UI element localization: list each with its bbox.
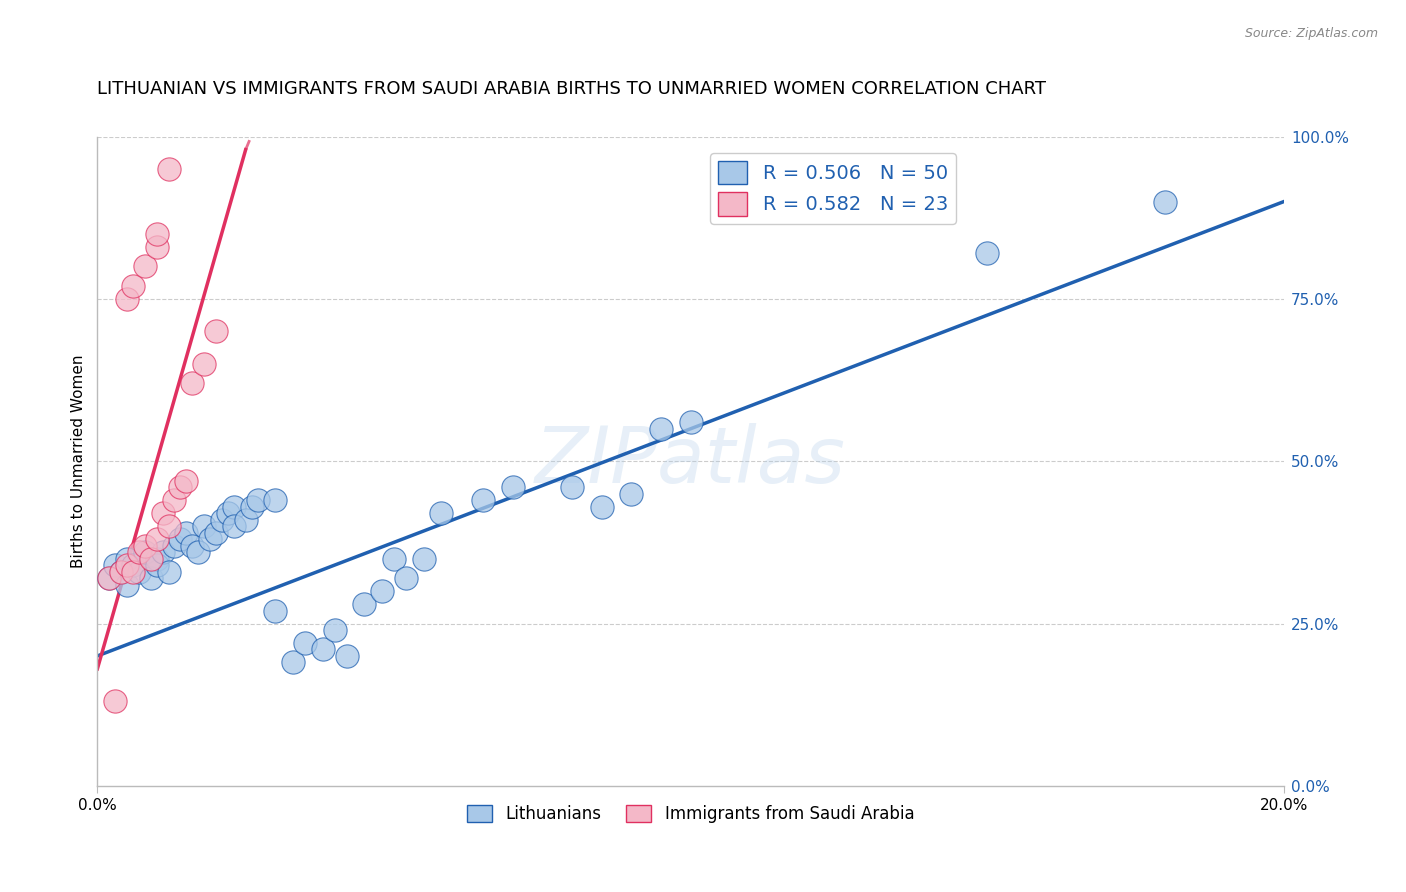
Point xyxy=(976,246,998,260)
Point xyxy=(115,577,138,591)
Point xyxy=(281,656,304,670)
Point xyxy=(222,519,245,533)
Point xyxy=(110,565,132,579)
Point xyxy=(98,571,121,585)
Point xyxy=(246,493,269,508)
Point xyxy=(104,558,127,572)
Point xyxy=(157,565,180,579)
Point xyxy=(98,571,121,585)
Point xyxy=(620,486,643,500)
Point xyxy=(145,558,167,572)
Point xyxy=(128,545,150,559)
Point xyxy=(502,480,524,494)
Point xyxy=(110,565,132,579)
Point xyxy=(323,623,346,637)
Point xyxy=(104,694,127,708)
Point xyxy=(335,648,357,663)
Point xyxy=(217,506,239,520)
Point xyxy=(430,506,453,520)
Point xyxy=(240,500,263,514)
Point xyxy=(122,565,145,579)
Point xyxy=(198,532,221,546)
Text: Source: ZipAtlas.com: Source: ZipAtlas.com xyxy=(1244,27,1378,40)
Point xyxy=(145,227,167,241)
Point xyxy=(176,525,198,540)
Point xyxy=(115,558,138,572)
Point xyxy=(193,519,215,533)
Point xyxy=(395,571,418,585)
Point xyxy=(115,551,138,566)
Point xyxy=(382,551,405,566)
Point xyxy=(139,551,162,566)
Point xyxy=(134,545,156,559)
Point xyxy=(1154,194,1177,209)
Point xyxy=(128,565,150,579)
Point xyxy=(591,500,613,514)
Point xyxy=(181,539,204,553)
Point xyxy=(169,480,191,494)
Point xyxy=(145,532,167,546)
Point xyxy=(205,525,228,540)
Point xyxy=(181,376,204,391)
Point xyxy=(122,279,145,293)
Point xyxy=(472,493,495,508)
Text: ZIPatlas: ZIPatlas xyxy=(536,423,846,500)
Point xyxy=(169,532,191,546)
Point xyxy=(145,551,167,566)
Point xyxy=(152,506,174,520)
Point xyxy=(145,240,167,254)
Point xyxy=(139,571,162,585)
Point xyxy=(235,513,257,527)
Point xyxy=(122,558,145,572)
Point xyxy=(193,357,215,371)
Point xyxy=(294,636,316,650)
Point xyxy=(157,162,180,177)
Point xyxy=(679,415,702,429)
Point xyxy=(561,480,583,494)
Point xyxy=(157,519,180,533)
Point xyxy=(650,422,672,436)
Point xyxy=(176,474,198,488)
Point xyxy=(264,493,287,508)
Point xyxy=(205,325,228,339)
Point xyxy=(163,539,186,553)
Point xyxy=(312,642,335,657)
Point xyxy=(264,603,287,617)
Point xyxy=(371,584,394,599)
Point xyxy=(412,551,434,566)
Point xyxy=(134,260,156,274)
Point xyxy=(222,500,245,514)
Point xyxy=(187,545,209,559)
Point xyxy=(152,545,174,559)
Legend: Lithuanians, Immigrants from Saudi Arabia: Lithuanians, Immigrants from Saudi Arabi… xyxy=(460,797,921,830)
Point xyxy=(134,539,156,553)
Point xyxy=(353,597,375,611)
Text: LITHUANIAN VS IMMIGRANTS FROM SAUDI ARABIA BIRTHS TO UNMARRIED WOMEN CORRELATION: LITHUANIAN VS IMMIGRANTS FROM SAUDI ARAB… xyxy=(97,79,1046,98)
Point xyxy=(211,513,233,527)
Point xyxy=(115,292,138,306)
Y-axis label: Births to Unmarried Women: Births to Unmarried Women xyxy=(72,354,86,568)
Point xyxy=(163,493,186,508)
